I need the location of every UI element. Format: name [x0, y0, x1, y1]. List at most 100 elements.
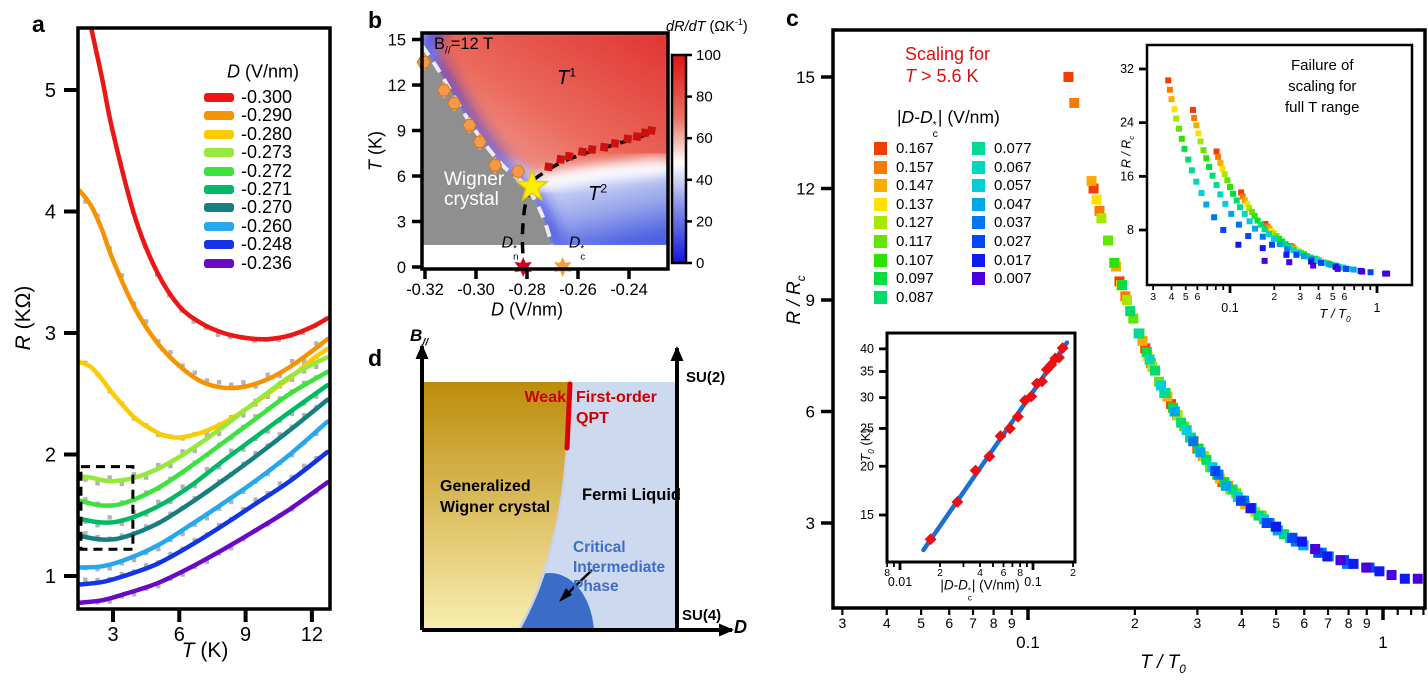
- legend-label: -0.273: [241, 142, 293, 163]
- dc-star-marker: [554, 257, 572, 277]
- inset1-y-tick: 8: [1127, 223, 1134, 237]
- generalized-wigner-crystal-label: Generalized Wigner crystal: [440, 478, 551, 516]
- panel-c-x-minor-tick: 4: [1238, 615, 1246, 631]
- panel-c-x-axis-title: T / T0: [1140, 652, 1186, 676]
- curve-D--0.273: [78, 355, 330, 484]
- panel-c-x-minor-tick: 5: [1272, 615, 1280, 631]
- displacement-axis-label: D: [734, 617, 747, 637]
- panel-b-x-tick: -0.28: [508, 281, 546, 299]
- panel-c-x-minor-tick: 8: [1345, 615, 1353, 631]
- region-t1-label: T1: [557, 65, 577, 89]
- panel-b-y-tick: 9: [397, 123, 406, 141]
- legend-entry-0.117: 0.117: [874, 233, 932, 250]
- legend-entry--0.273: -0.273: [204, 142, 292, 163]
- panel-c-x-minor-tick: 7: [1324, 615, 1332, 631]
- inset1-y-axis-title: R / Rc: [1119, 135, 1136, 169]
- weak-label: Weak: [524, 389, 566, 406]
- panel-a: 3 6 9 12 1 2 3 4 5 a R (KΩ) T (K) D (V/nm) -0.30…: [0, 0, 360, 689]
- inset2-y-tick: 25: [860, 421, 874, 435]
- panel-a-legend-title: D (V/nm): [226, 61, 300, 82]
- panel-a-y-tick: 3: [45, 323, 56, 345]
- inset1-x-axis-title: T / T0: [1319, 306, 1351, 324]
- inset1-series-0.047: [1203, 201, 1357, 273]
- legend-label: 0.147: [896, 177, 934, 195]
- curve-D--0.236: [78, 480, 330, 605]
- series-0.077: [1133, 328, 1298, 543]
- panel-c-x-minor-tick: 3: [1193, 615, 1201, 631]
- panel-a-y-tick: 5: [45, 80, 56, 102]
- legend-swatch: [204, 93, 234, 102]
- legend-swatch: [204, 166, 234, 176]
- legend-label: 0.027: [994, 233, 1032, 250]
- legend-label: -0.272: [241, 160, 293, 181]
- legend-swatch: [972, 142, 985, 155]
- inset2-y-tick: 15: [860, 508, 874, 522]
- legend-entry-0.007: 0.007: [972, 270, 1032, 287]
- series-0.087: [1125, 306, 1289, 540]
- schematic-phase-diagram: [415, 344, 734, 637]
- region-t2-label: T2: [588, 181, 608, 205]
- series-0.057: [1156, 380, 1321, 555]
- inset1-x-minor-tick: 2: [1271, 291, 1277, 303]
- legend-label: 0.037: [994, 214, 1032, 232]
- collapse-scatter: [1063, 71, 1423, 584]
- colorbar-tick: 80: [696, 89, 713, 106]
- legend-entry--0.300: -0.300: [204, 87, 292, 108]
- colorbar-tick: 100: [696, 47, 721, 64]
- legend-swatch: [204, 148, 234, 158]
- panel-b-label: b: [368, 7, 383, 33]
- legend-swatch: [204, 221, 234, 231]
- legend-swatch: [972, 197, 985, 211]
- inset2-y-tick: 40: [860, 342, 874, 356]
- legend-label: 0.137: [896, 195, 934, 213]
- panel-c-x-minor-tick: 3: [838, 615, 846, 631]
- legend-swatch: [874, 235, 887, 248]
- legend-label: -0.300: [241, 87, 293, 107]
- panel-c-x-minor-tick: 6: [1300, 615, 1308, 631]
- legend-swatch: [874, 160, 887, 174]
- legend-entry-0.137: 0.137: [874, 196, 934, 213]
- legend-label: -0.280: [241, 123, 293, 144]
- legend-entry--0.236: -0.236: [204, 253, 292, 274]
- colorbar: [670, 53, 688, 265]
- panel-b-field-annotation: B//=12 T: [434, 35, 494, 57]
- qcp-yellow-star: [514, 168, 550, 202]
- legend-swatch: [204, 129, 234, 139]
- panel-b-y-tick: 15: [388, 32, 406, 50]
- legend-swatch: [204, 203, 234, 213]
- panel-c-x-minor-tick: 2: [1131, 615, 1139, 631]
- legend-label: 0.067: [994, 158, 1032, 176]
- colorbar-tick: 20: [696, 213, 713, 230]
- legend-label: 0.047: [994, 195, 1032, 213]
- colorbar-tick: 0: [696, 255, 704, 272]
- schematic-axes: [415, 344, 734, 637]
- panel-a-y-axis-title: R (KΩ): [11, 285, 35, 351]
- curve-D--0.260: [78, 419, 330, 570]
- inset1-x-minor-tick: 5: [1183, 291, 1189, 303]
- legend-label: 0.157: [896, 158, 934, 176]
- series-0.027: [1210, 465, 1375, 573]
- legend-swatch: [204, 258, 234, 268]
- inset2-x-major-tick: 0.1: [1024, 575, 1041, 589]
- inset2-x-minor-tick: 2: [1070, 567, 1076, 579]
- panel-c: 3 4 5 6 7 8 9 2 3 4 5 6 7 8 9 0.1 1 3 6 9 12 15 3 4 5 6 2 3 4 5 6 0.1 1 8…: [780, 0, 1428, 689]
- inset2-x-axis-title: |D-D * c | (V/nm): [940, 577, 1020, 602]
- series-0.107: [1109, 257, 1274, 528]
- dn-star-marker: [514, 257, 532, 277]
- legend-entry--0.272: -0.272: [204, 161, 292, 182]
- legend-swatch: [972, 272, 985, 286]
- legend-swatch: [874, 253, 887, 267]
- curve-D--0.248: [78, 449, 330, 587]
- panel-c-x-minor-tick: 4: [883, 615, 891, 631]
- legend-swatch: [874, 142, 887, 155]
- legend-entry-0.037: 0.037: [972, 214, 1032, 231]
- legend-label: -0.270: [241, 197, 293, 218]
- phase-boundary-line: [518, 447, 569, 629]
- fermi-liquid-label: Fermi Liquid: [582, 486, 681, 504]
- panel-c-y-axis-title: R / Rc: [784, 275, 808, 325]
- panel-b-y-axis-title: T (K): [365, 131, 386, 171]
- generalized-wigner-crystal-region: [422, 382, 570, 628]
